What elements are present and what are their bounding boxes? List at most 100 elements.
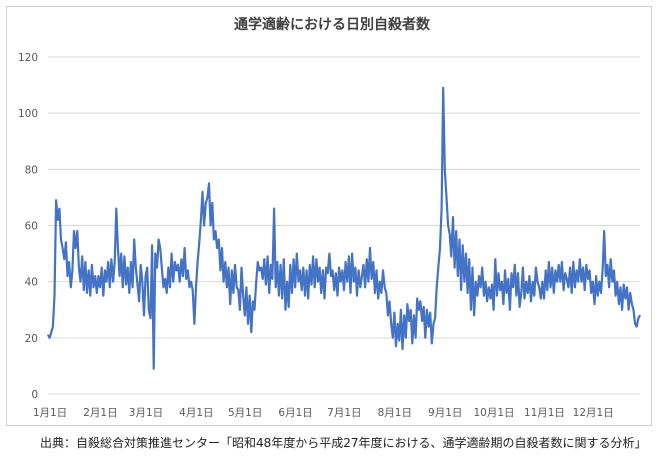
- data-point: [267, 255, 269, 257]
- data-point: [491, 283, 493, 286]
- data-point: [382, 269, 384, 271]
- data-point: [55, 199, 57, 201]
- data-point: [336, 295, 339, 297]
- data-point: [280, 264, 282, 266]
- data-point: [619, 286, 622, 288]
- data-point: [634, 323, 636, 325]
- data-point: [536, 281, 539, 283]
- data-point: [179, 281, 181, 283]
- data-point: [473, 314, 475, 316]
- data-point: [294, 286, 296, 288]
- data-point: [574, 286, 576, 288]
- data-point: [86, 292, 88, 294]
- data-point: [484, 281, 487, 283]
- data-point: [426, 309, 428, 311]
- data-point: [128, 292, 130, 294]
- data-point: [89, 295, 91, 297]
- data-point: [602, 269, 604, 271]
- data-point: [419, 300, 421, 302]
- data-point: [361, 275, 363, 277]
- data-point: [197, 261, 199, 263]
- data-point: [530, 300, 532, 302]
- data-point: [442, 87, 444, 89]
- data-point: [105, 281, 108, 283]
- data-point: [148, 309, 150, 311]
- data-point: [299, 269, 301, 271]
- data-point: [501, 281, 503, 283]
- data-point: [164, 278, 166, 280]
- data-point: [301, 289, 303, 291]
- data-point: [392, 337, 394, 339]
- data-point: [496, 295, 498, 297]
- data-point: [216, 247, 218, 249]
- data-point: [101, 267, 103, 269]
- data-point: [184, 247, 186, 249]
- data-point: [504, 269, 506, 271]
- data-point: [364, 286, 366, 288]
- data-point: [177, 264, 179, 266]
- data-point: [211, 202, 213, 204]
- data-point: [213, 238, 215, 241]
- data-point: [356, 295, 358, 297]
- data-point: [193, 323, 195, 325]
- data-point: [569, 267, 571, 269]
- data-point: [112, 281, 114, 283]
- data-point: [538, 286, 540, 288]
- data-point: [346, 281, 348, 283]
- data-point: [297, 281, 300, 283]
- data-point: [551, 267, 553, 269]
- data-point: [114, 261, 116, 263]
- data-point: [545, 269, 547, 271]
- data-point: [109, 286, 111, 288]
- data-point: [223, 281, 225, 283]
- data-point: [75, 247, 77, 249]
- x-tick-label: 5月1日: [228, 407, 262, 419]
- data-point: [97, 275, 99, 277]
- data-point: [271, 278, 273, 280]
- data-point: [593, 303, 596, 305]
- data-point: [632, 309, 635, 311]
- data-point: [174, 261, 176, 263]
- data-point: [210, 224, 212, 227]
- data-point: [460, 289, 462, 291]
- x-tick-label: 3月1日: [129, 407, 163, 419]
- data-point: [288, 306, 290, 308]
- data-point: [436, 286, 438, 288]
- data-point: [236, 286, 238, 288]
- data-point: [626, 286, 628, 288]
- data-point: [304, 295, 306, 297]
- data-point: [198, 241, 200, 243]
- data-point: [310, 283, 313, 286]
- data-point: [543, 297, 545, 300]
- data-point: [387, 314, 389, 316]
- series-line: [47, 86, 641, 370]
- data-point: [525, 281, 527, 283]
- data-point: [146, 267, 148, 269]
- data-point: [636, 326, 638, 328]
- data-point: [130, 261, 132, 263]
- data-point: [418, 309, 420, 311]
- data-point: [158, 238, 160, 241]
- data-point: [424, 337, 426, 339]
- data-point: [563, 289, 565, 291]
- data-point: [556, 281, 558, 283]
- data-point: [483, 295, 485, 297]
- data-point: [70, 286, 72, 288]
- data-point: [429, 312, 431, 314]
- data-point: [49, 337, 51, 339]
- data-point: [240, 267, 243, 269]
- data-point: [380, 292, 382, 294]
- data-point: [83, 289, 85, 291]
- data-point: [140, 264, 142, 266]
- data-point: [400, 309, 402, 311]
- data-point: [88, 269, 90, 271]
- data-point: [190, 281, 192, 283]
- data-point: [371, 278, 373, 280]
- data-point: [528, 275, 531, 277]
- data-point: [467, 292, 469, 294]
- data-point: [437, 267, 439, 269]
- data-point: [132, 286, 134, 288]
- data-point: [81, 255, 83, 257]
- data-point: [595, 275, 597, 277]
- data-point: [203, 224, 205, 227]
